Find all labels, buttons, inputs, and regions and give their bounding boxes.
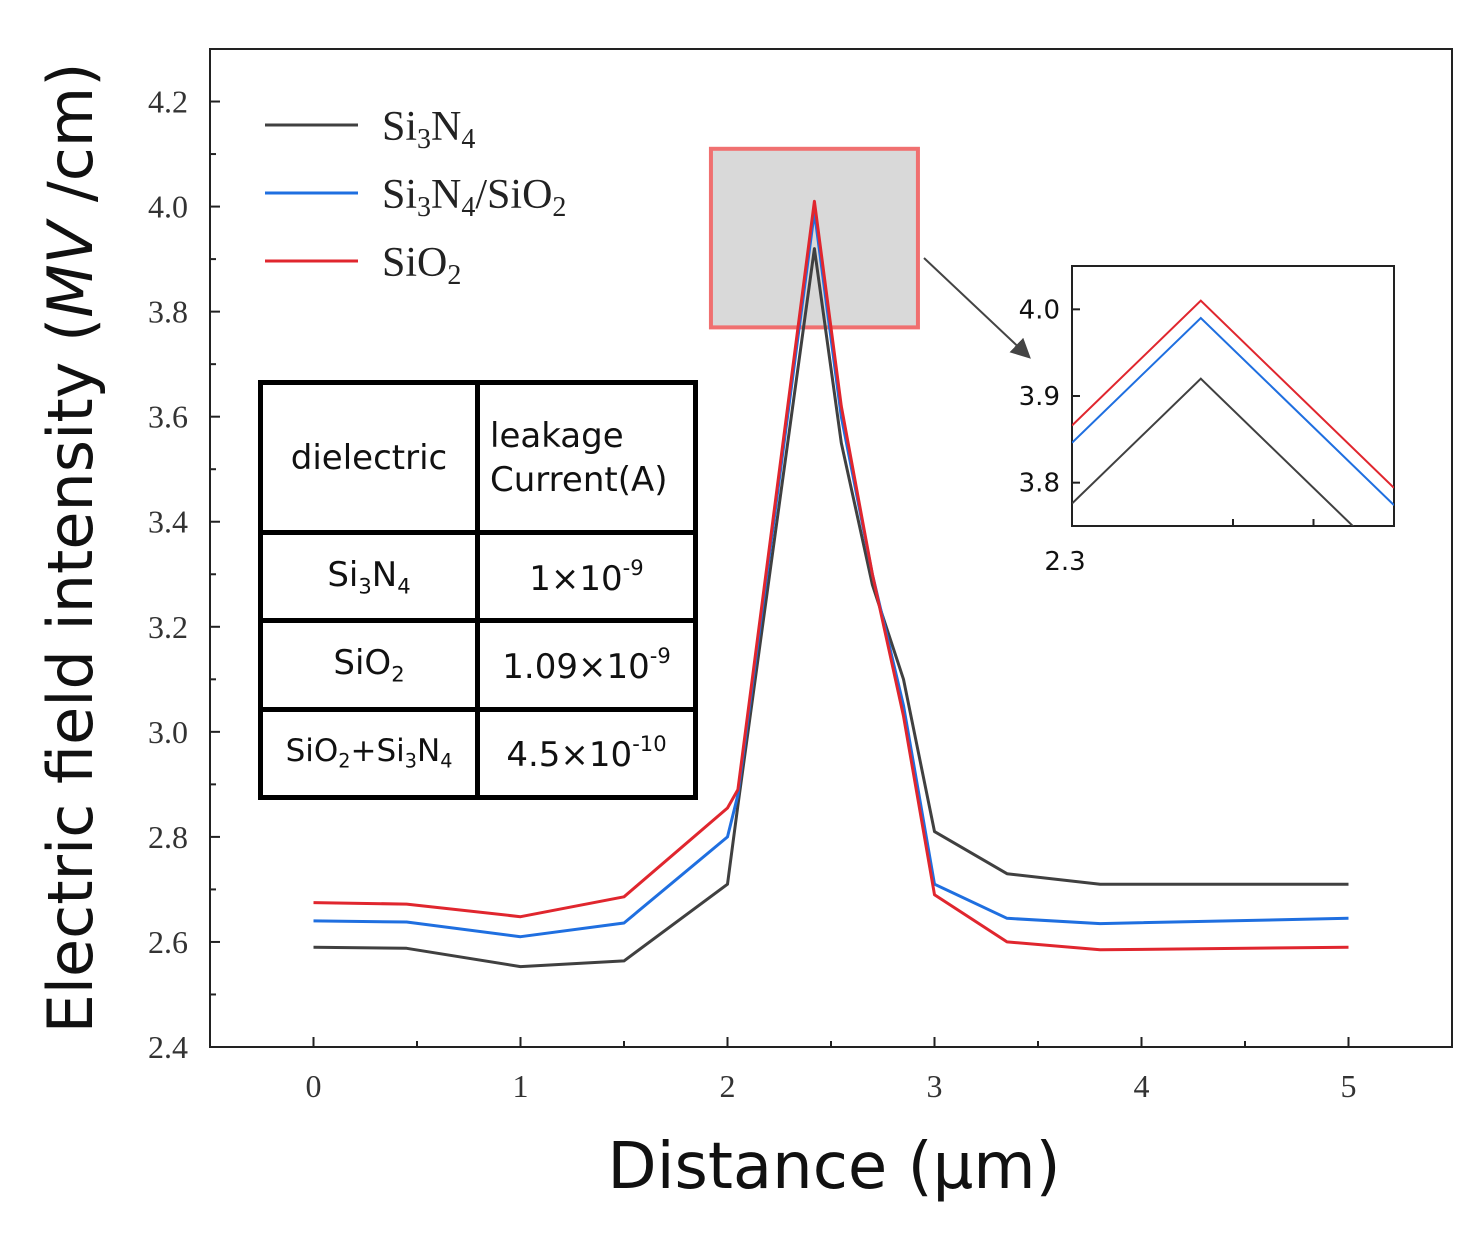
table-row: SiO2 1.09×10-9 bbox=[258, 618, 698, 712]
series-line-Si3N4 bbox=[313, 247, 1349, 969]
legend-label-si3n4-sio2: Si3N4/SiO2 bbox=[382, 172, 566, 223]
legend: Si3N4 Si3N4/SiO2 SiO2 bbox=[265, 104, 566, 291]
y-tick-label: 3.2 bbox=[148, 609, 188, 645]
inset-series-line-Si3N4/SiO2 bbox=[1072, 316, 1394, 506]
x-axis-title: Distance (μm) bbox=[607, 1130, 1060, 1204]
inset-plot: 3.8 3.9 4.0 2.3 bbox=[1019, 265, 1395, 577]
zoom-highlight-box bbox=[708, 146, 920, 330]
x-tick-label: 5 bbox=[1341, 1068, 1357, 1104]
x-tick-label: 4 bbox=[1134, 1068, 1150, 1104]
table-cell-dielectric: SiO2+Si3N4 bbox=[258, 706, 480, 801]
inset-series-line-SiO2 bbox=[1072, 299, 1394, 489]
legend-label-si3n4: Si3N4 bbox=[382, 104, 475, 155]
x-tick-label: 0 bbox=[306, 1068, 322, 1104]
table-cell-dielectric: SiO2 bbox=[258, 618, 480, 712]
y-tick-label: 3.4 bbox=[148, 504, 188, 540]
series-line-SiO2 bbox=[313, 199, 1349, 952]
table-header-dielectric: dielectric bbox=[258, 380, 480, 535]
table-row: Si3N4 1×10-9 bbox=[258, 529, 698, 624]
table-cell-leakage: 1×10-9 bbox=[475, 529, 698, 624]
y-tick-label: 3.8 bbox=[148, 294, 188, 330]
table-header-leakage: leakage Current(A) bbox=[475, 380, 698, 535]
table-cell-dielectric: Si3N4 bbox=[258, 529, 480, 624]
legend-label-sio2: SiO2 bbox=[382, 240, 461, 291]
x-tick-label: 1 bbox=[513, 1068, 529, 1104]
table-header-row: dielectric leakage Current(A) bbox=[258, 380, 698, 535]
y-tick-label: 4.0 bbox=[148, 189, 188, 225]
x-tick-label: 2 bbox=[720, 1068, 736, 1104]
x-tick-label: 3 bbox=[927, 1068, 943, 1104]
leakage-table: dielectric leakage Current(A) Si3N4 1×10-… bbox=[258, 380, 698, 801]
table-cell-leakage: 4.5×10-10 bbox=[475, 706, 698, 801]
zoom-arrow bbox=[923, 257, 1031, 359]
y-axis-title: Electric field intensity (MV /cm) bbox=[34, 63, 107, 1034]
y-tick-label: 4.2 bbox=[148, 84, 188, 120]
inset-xtick-label: 2.3 bbox=[1044, 547, 1085, 577]
table-row: SiO2+Si3N4 4.5×10-10 bbox=[258, 706, 698, 801]
table-cell-leakage: 1.09×10-9 bbox=[475, 618, 698, 712]
inset-series-line-Si3N4 bbox=[1072, 377, 1355, 526]
y-tick-label: 3.0 bbox=[148, 714, 188, 750]
inset-y-tick-label: 3.9 bbox=[1019, 382, 1060, 412]
inset-frame bbox=[1071, 265, 1395, 527]
y-tick-label: 2.8 bbox=[148, 819, 188, 855]
inset-y-tick-label: 3.8 bbox=[1019, 469, 1060, 499]
y-tick-label: 2.6 bbox=[148, 924, 188, 960]
y-tick-label: 2.4 bbox=[148, 1029, 188, 1065]
y-tick-label: 3.6 bbox=[148, 399, 188, 435]
inset-y-tick-label: 4.0 bbox=[1019, 295, 1060, 325]
